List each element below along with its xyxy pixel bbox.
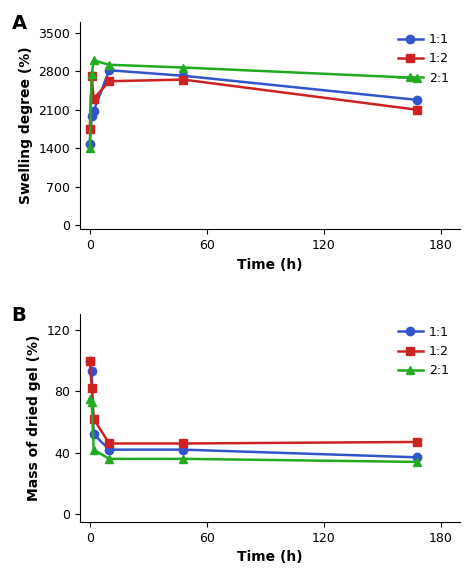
2:1 bbox=[106, 455, 112, 462]
2:1 bbox=[91, 446, 97, 453]
1:1 bbox=[106, 67, 112, 74]
1:1 bbox=[87, 140, 92, 147]
1:1 bbox=[414, 454, 420, 461]
Line: 2:1: 2:1 bbox=[86, 56, 421, 153]
1:2 bbox=[414, 439, 420, 446]
1:2 bbox=[91, 95, 97, 102]
Text: A: A bbox=[11, 14, 27, 33]
2:1 bbox=[414, 458, 420, 465]
Line: 1:2: 1:2 bbox=[86, 357, 421, 447]
Y-axis label: Mass of dried gel (%): Mass of dried gel (%) bbox=[27, 335, 41, 501]
2:1 bbox=[181, 64, 186, 71]
1:2 bbox=[87, 357, 92, 364]
1:1 bbox=[414, 97, 420, 103]
Text: B: B bbox=[11, 306, 27, 325]
1:2 bbox=[106, 440, 112, 447]
1:1 bbox=[181, 72, 186, 79]
2:1 bbox=[89, 399, 94, 406]
X-axis label: Time (h): Time (h) bbox=[237, 258, 303, 272]
2:1 bbox=[106, 61, 112, 68]
2:1 bbox=[91, 57, 97, 64]
1:1 bbox=[106, 446, 112, 453]
1:2 bbox=[106, 78, 112, 85]
2:1 bbox=[181, 455, 186, 462]
1:1 bbox=[89, 368, 94, 375]
Legend: 1:1, 1:2, 2:1: 1:1, 1:2, 2:1 bbox=[392, 28, 454, 90]
1:2 bbox=[89, 72, 94, 79]
Line: 1:1: 1:1 bbox=[86, 357, 421, 461]
1:1 bbox=[91, 108, 97, 114]
X-axis label: Time (h): Time (h) bbox=[237, 550, 303, 564]
1:2 bbox=[414, 106, 420, 113]
1:2 bbox=[87, 125, 92, 132]
Line: 1:1: 1:1 bbox=[86, 66, 421, 148]
1:1 bbox=[87, 357, 92, 364]
1:1 bbox=[181, 446, 186, 453]
1:2 bbox=[181, 76, 186, 83]
1:2 bbox=[91, 416, 97, 423]
Line: 2:1: 2:1 bbox=[86, 395, 421, 466]
2:1 bbox=[414, 75, 420, 81]
2:1 bbox=[87, 395, 92, 402]
Line: 1:2: 1:2 bbox=[86, 72, 421, 133]
2:1 bbox=[89, 71, 94, 77]
Legend: 1:1, 1:2, 2:1: 1:1, 1:2, 2:1 bbox=[392, 321, 454, 382]
2:1 bbox=[87, 144, 92, 151]
1:1 bbox=[89, 113, 94, 120]
1:2 bbox=[89, 385, 94, 392]
1:1 bbox=[91, 431, 97, 438]
Y-axis label: Swelling degree (%): Swelling degree (%) bbox=[19, 47, 33, 205]
1:2 bbox=[181, 440, 186, 447]
